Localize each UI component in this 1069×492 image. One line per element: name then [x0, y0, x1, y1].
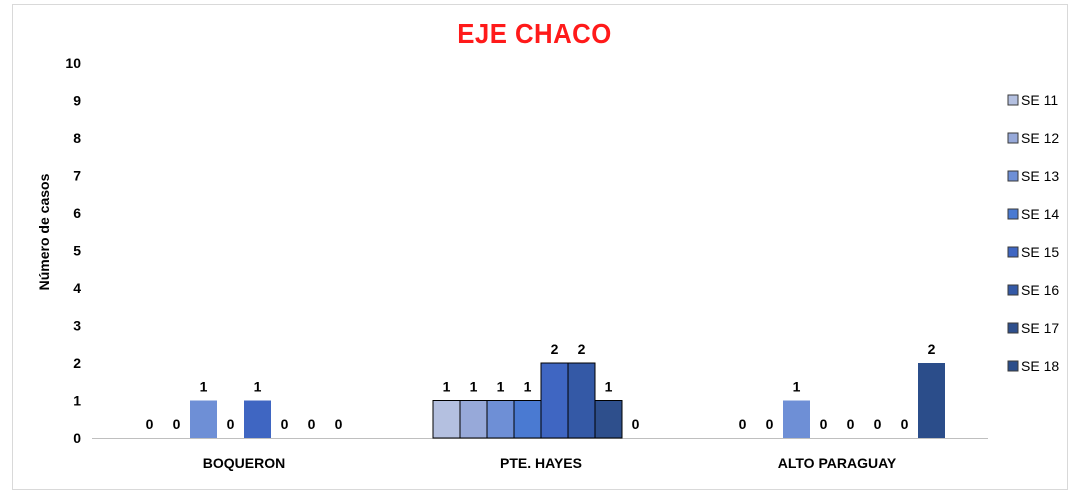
legend-label: SE 15: [1021, 244, 1059, 260]
bars: [190, 362, 945, 439]
legend: SE 11 SE 12 SE 13 SE 14 SE 15 SE 16 SE 17 SE 18: [1007, 92, 1059, 374]
data-label: 0: [766, 416, 774, 432]
y-tick-label: 3: [73, 318, 81, 334]
legend-swatch: [1007, 94, 1019, 106]
legend-label: SE 14: [1021, 206, 1059, 222]
y-tick-label: 5: [73, 243, 81, 259]
category-label: PTE. HAYES: [500, 455, 582, 471]
data-label: 1: [443, 379, 451, 395]
data-label: 2: [578, 341, 586, 357]
data-label: 0: [739, 416, 747, 432]
legend-swatch: [1007, 360, 1019, 372]
data-label: 0: [281, 416, 289, 432]
y-tick-label: 7: [73, 168, 81, 184]
legend-swatch: [1007, 322, 1019, 334]
bar: [459, 400, 488, 439]
bar: [432, 400, 461, 439]
y-tick-label: 1: [73, 393, 81, 409]
data-label: 0: [308, 416, 316, 432]
chart-frame: [12, 4, 1068, 490]
data-label: 0: [632, 416, 640, 432]
chart-title: EJE CHACO: [457, 18, 612, 49]
y-tick-label: 0: [73, 430, 81, 446]
legend-label: SE 11: [1021, 92, 1058, 108]
data-label: 1: [605, 379, 613, 395]
legend-label: SE 18: [1021, 358, 1059, 374]
category-labels: BOQUERON PTE. HAYES ALTO PARAGUAY: [203, 455, 897, 471]
category-label: BOQUERON: [203, 455, 285, 471]
legend-swatch: [1007, 246, 1019, 258]
y-axis-ticks: 0 1 2 3 4 5 6 7 8 9 10: [65, 55, 81, 446]
y-tick-label: 9: [73, 93, 81, 109]
bar: [918, 363, 945, 438]
legend-swatch: [1007, 284, 1019, 296]
y-axis-label: Número de casos: [36, 173, 52, 290]
legend-label: SE 17: [1021, 320, 1059, 336]
data-label: 1: [200, 379, 208, 395]
legend-swatch: [1007, 208, 1019, 220]
bar: [783, 400, 810, 438]
data-label: 1: [497, 379, 505, 395]
bar: [540, 362, 569, 439]
bar: [190, 400, 217, 438]
bar: [486, 400, 515, 439]
legend-label: SE 12: [1021, 130, 1059, 146]
y-tick-label: 10: [65, 55, 81, 71]
bar: [244, 400, 271, 438]
legend-label: SE 13: [1021, 168, 1059, 184]
legend-swatch: [1007, 170, 1019, 182]
data-label: 2: [551, 341, 559, 357]
bar: [513, 400, 542, 439]
y-tick-label: 6: [73, 205, 81, 221]
data-label: 2: [928, 341, 936, 357]
bar: [567, 362, 596, 439]
y-tick-label: 2: [73, 355, 81, 371]
data-label: 0: [146, 416, 154, 432]
y-tick-label: 4: [73, 280, 81, 296]
legend-swatch: [1007, 132, 1019, 144]
data-labels: 0 0 1 0 1 0 0 0 1 1 1 1 2 2 1 0 0 0 1 0 0 0 0 2: [146, 341, 936, 432]
data-label: 0: [820, 416, 828, 432]
bar: [594, 400, 623, 439]
data-label: 0: [847, 416, 855, 432]
data-label: 0: [901, 416, 909, 432]
data-label: 0: [173, 416, 181, 432]
data-label: 0: [874, 416, 882, 432]
data-label: 1: [470, 379, 478, 395]
data-label: 0: [227, 416, 235, 432]
data-label: 1: [524, 379, 532, 395]
data-label: 1: [793, 379, 801, 395]
legend-label: SE 16: [1021, 282, 1059, 298]
data-label: 1: [254, 379, 262, 395]
y-tick-label: 8: [73, 130, 81, 146]
category-label: ALTO PARAGUAY: [778, 455, 897, 471]
data-label: 0: [335, 416, 343, 432]
